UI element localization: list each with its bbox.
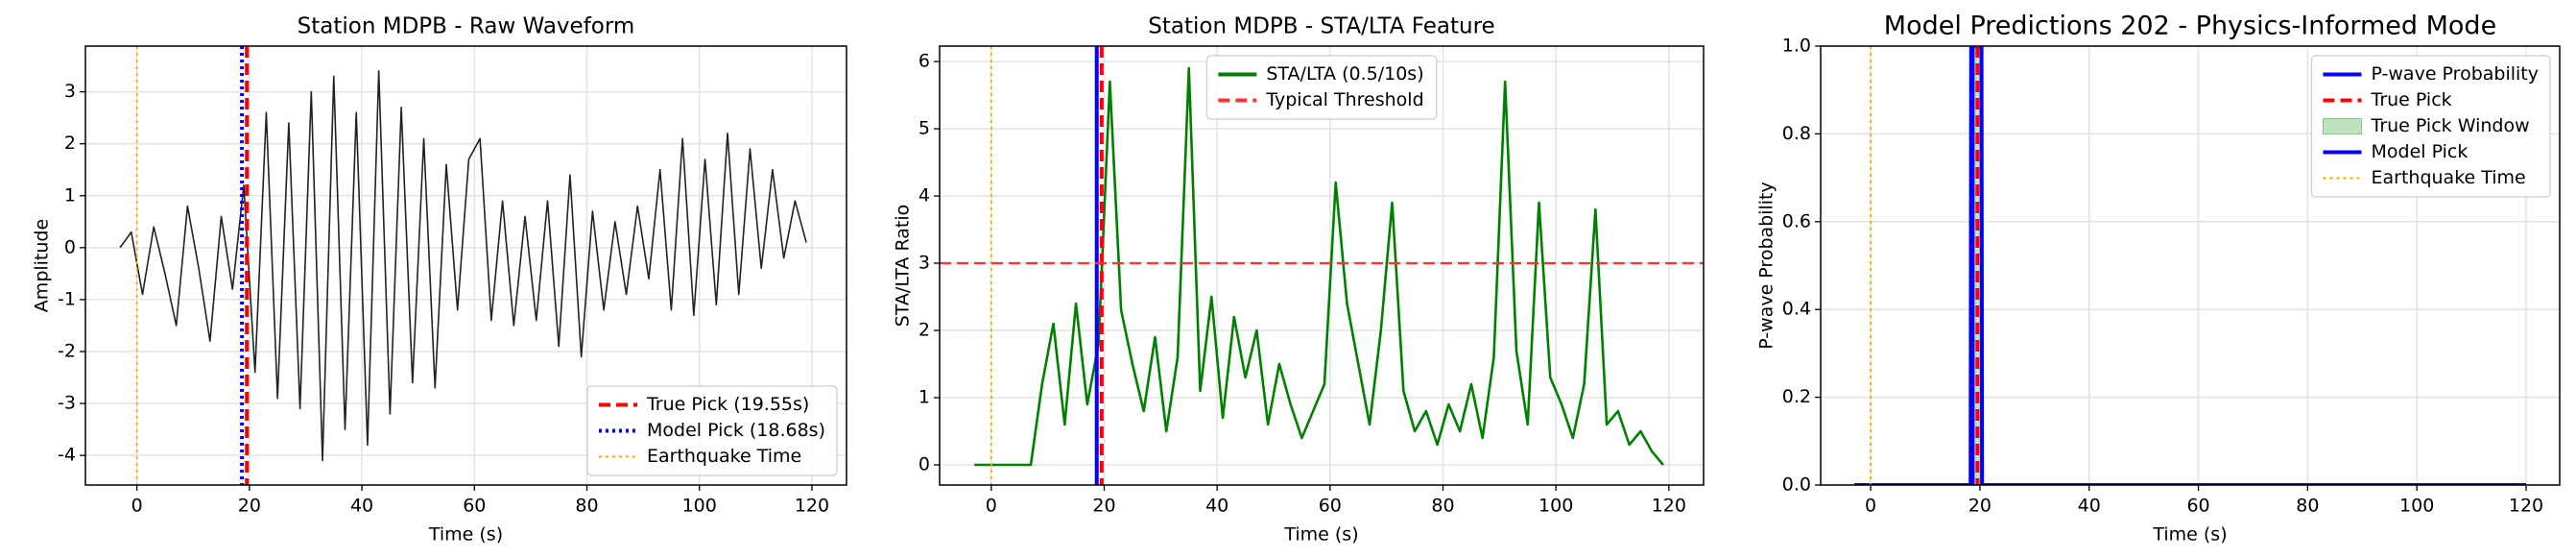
x-tick-label: 0 (986, 496, 997, 517)
x-tick-label: 0 (131, 496, 143, 517)
x-tick-label: 60 (2186, 496, 2209, 517)
y-tick-label: -3 (58, 393, 76, 414)
x-tick-label: 60 (463, 496, 486, 517)
legend: P-wave Probability True Pick True Pick Win… (2310, 55, 2551, 198)
axes-frame (84, 45, 847, 486)
x-tick-label: 120 (1652, 496, 1686, 517)
y-tick-label: 1.0 (1782, 36, 1811, 57)
legend-label: STA/LTA (0.5/10s) (1266, 63, 1423, 85)
legend-label: Typical Threshold (1265, 89, 1423, 110)
x-tick-label: 60 (1319, 496, 1342, 517)
axes-frame (939, 45, 1705, 486)
legend-label: P-wave Probability (2372, 63, 2540, 85)
y-tick-label: 1 (918, 387, 930, 408)
data-line (974, 66, 1664, 467)
axes-frame (1820, 45, 2561, 486)
x-axis-label: Time (s) (428, 524, 503, 546)
x-tick-label: 100 (682, 496, 717, 517)
y-axis-label: Amplitude (32, 219, 53, 312)
y-tick-label: 0.6 (1782, 210, 1811, 231)
y-axis-label: P-wave Probability (1755, 182, 1777, 350)
chart-title: Model Predictions 202 - Physics-Informed… (1884, 12, 2496, 41)
legend-label: Model Pick (2372, 141, 2469, 162)
x-tick-label: 80 (575, 496, 598, 517)
legend-label: True Pick (19.55s) (646, 394, 809, 415)
legend-label: True Pick (2371, 89, 2452, 110)
chart-title: Station MDPB - STA/LTA Feature (1148, 14, 1494, 39)
x-tick-label: 40 (2078, 496, 2101, 517)
span (1971, 46, 1984, 485)
legend: STA/LTA (0.5/10s) Typical Threshold (1205, 55, 1438, 120)
x-axis-label: Time (s) (2152, 524, 2227, 546)
y-tick-label: -4 (58, 445, 76, 466)
legend: True Pick (19.55s) Model Pick (18.68s) Ear… (586, 385, 838, 476)
legend-label: Earthquake Time (647, 446, 801, 467)
data-line (119, 70, 807, 462)
x-tick-label: 40 (1205, 496, 1228, 517)
x-tick-label: 80 (2296, 496, 2319, 517)
y-tick-label: 2 (918, 320, 930, 341)
x-tick-label: 40 (350, 496, 373, 517)
y-tick-label: 3 (64, 81, 76, 102)
y-tick-label: 6 (918, 51, 930, 72)
legend-box (1205, 55, 1438, 120)
x-tick-label: 100 (1538, 496, 1573, 517)
y-tick-label: 1 (64, 184, 76, 206)
y-tick-label: 0.2 (1782, 386, 1811, 407)
x-tick-label: 20 (1968, 496, 1992, 517)
y-tick-label: 0 (918, 454, 930, 475)
y-tick-label: 3 (918, 253, 930, 274)
y-tick-label: 2 (64, 133, 76, 154)
legend-label: Earthquake Time (2372, 167, 2526, 188)
x-tick-label: 80 (1431, 496, 1454, 517)
x-tick-label: 120 (2509, 496, 2543, 517)
x-axis-label: Time (s) (1283, 524, 1358, 546)
x-tick-label: 20 (1092, 496, 1115, 517)
legend-swatch (2323, 118, 2362, 134)
x-tick-label: 100 (2399, 496, 2434, 517)
x-tick-label: 20 (238, 496, 261, 517)
legend-label: Model Pick (18.68s) (647, 420, 825, 441)
y-tick-label: 4 (918, 185, 930, 207)
x-tick-label: 120 (795, 496, 829, 517)
legend-box (586, 385, 838, 476)
chart-title: Station MDPB - Raw Waveform (298, 14, 635, 39)
y-tick-label: 0.0 (1782, 474, 1811, 496)
y-tick-label: 0 (64, 236, 76, 257)
y-tick-label: 0.4 (1782, 299, 1811, 320)
legend-box (2310, 55, 2551, 198)
y-tick-label: 5 (918, 118, 930, 139)
legend-label: True Pick Window (2371, 115, 2530, 136)
x-tick-label: 0 (1865, 496, 1876, 517)
y-axis-label: STA/LTA Ratio (892, 205, 913, 328)
y-tick-label: -1 (58, 288, 76, 309)
y-tick-label: -2 (58, 341, 76, 362)
y-tick-label: 0.8 (1782, 123, 1811, 144)
